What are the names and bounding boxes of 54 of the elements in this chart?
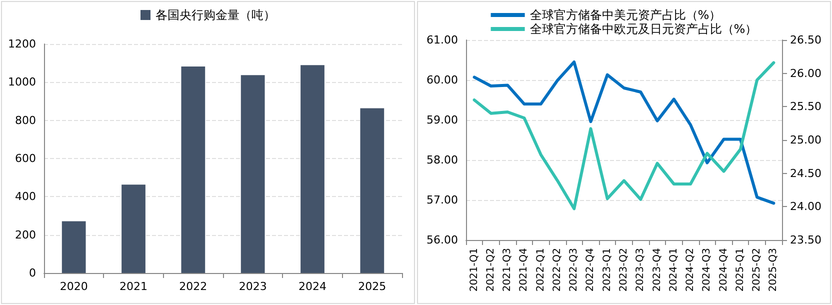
bar [122, 184, 146, 273]
y2-tick-label: 26.00 [790, 66, 822, 80]
x-tick-label: 2021-Q2 [485, 248, 496, 292]
y-tick-label: 1200 [8, 38, 36, 50]
legend-label: 各国央行购金量（吨） [156, 8, 276, 22]
x-tick-label: 2022-Q3 [568, 248, 580, 292]
x-tick-label: 2023-Q1 [602, 248, 613, 292]
x-tick-label: 2022-Q1 [535, 248, 546, 292]
x-tick-label: 2021-Q3 [502, 248, 514, 292]
bar [360, 108, 384, 273]
y-tick-label: 57.00 [426, 194, 458, 206]
y-tick-label: 61.00 [426, 34, 458, 46]
y2-tick-label: 23.50 [790, 234, 822, 246]
bar [300, 65, 324, 273]
bar [240, 75, 265, 273]
x-tick-label: 2021 [120, 280, 148, 293]
x-tick-label: 2024-Q3 [702, 248, 713, 292]
x-tick-label: 2021-Q4 [518, 248, 530, 292]
legend-label: 全球官方储备中欧元及日元资产占比（%） [530, 22, 758, 36]
x-tick-label: 2024 [298, 280, 326, 293]
x-tick-label: 2024-Q1 [668, 248, 680, 292]
x-tick-label: 2025 [358, 280, 386, 293]
x-tick-label: 2021-Q1 [468, 248, 480, 292]
y-tick-label: 60.00 [426, 74, 458, 86]
y-tick-label: 0 [29, 266, 36, 280]
y2-tick-label: 25.00 [790, 134, 822, 146]
x-tick-label: 2020 [60, 280, 88, 293]
y-tick-label: 1000 [8, 76, 36, 89]
y2-tick-label: 24.00 [790, 200, 822, 214]
x-tick-label: 2025-Q1 [734, 248, 746, 292]
x-tick-label: 2024-Q4 [718, 248, 730, 292]
y-tick-label: 400 [15, 190, 36, 204]
y-tick-label: 56.00 [426, 234, 458, 246]
legend-label: 全球官方储备中美元资产占比（%） [530, 8, 722, 22]
x-tick-label: 2023-Q4 [652, 248, 663, 292]
x-tick-label: 2023-Q3 [635, 248, 646, 292]
bar [181, 66, 206, 273]
y-tick-label: 600 [15, 152, 36, 165]
y-tick-label: 800 [15, 114, 36, 127]
x-tick-label: 2023 [238, 280, 267, 293]
bar [62, 221, 86, 273]
x-tick-label: 2022-Q4 [585, 248, 596, 292]
x-tick-label: 2025-Q2 [752, 248, 763, 292]
y-tick-label: 59.00 [426, 114, 458, 126]
y-tick-label: 200 [15, 228, 36, 242]
x-tick-label: 2025-Q3 [768, 248, 780, 292]
y-tick-label: 58.00 [426, 154, 458, 166]
y2-tick-label: 25.50 [790, 100, 822, 114]
x-tick-label: 2023-Q2 [618, 248, 630, 292]
y2-tick-label: 26.50 [790, 34, 822, 46]
x-tick-label: 2024-Q2 [685, 248, 696, 292]
y2-tick-label: 24.50 [790, 166, 822, 180]
x-tick-label: 2022 [179, 280, 208, 293]
x-tick-label: 2022-Q2 [552, 248, 563, 292]
